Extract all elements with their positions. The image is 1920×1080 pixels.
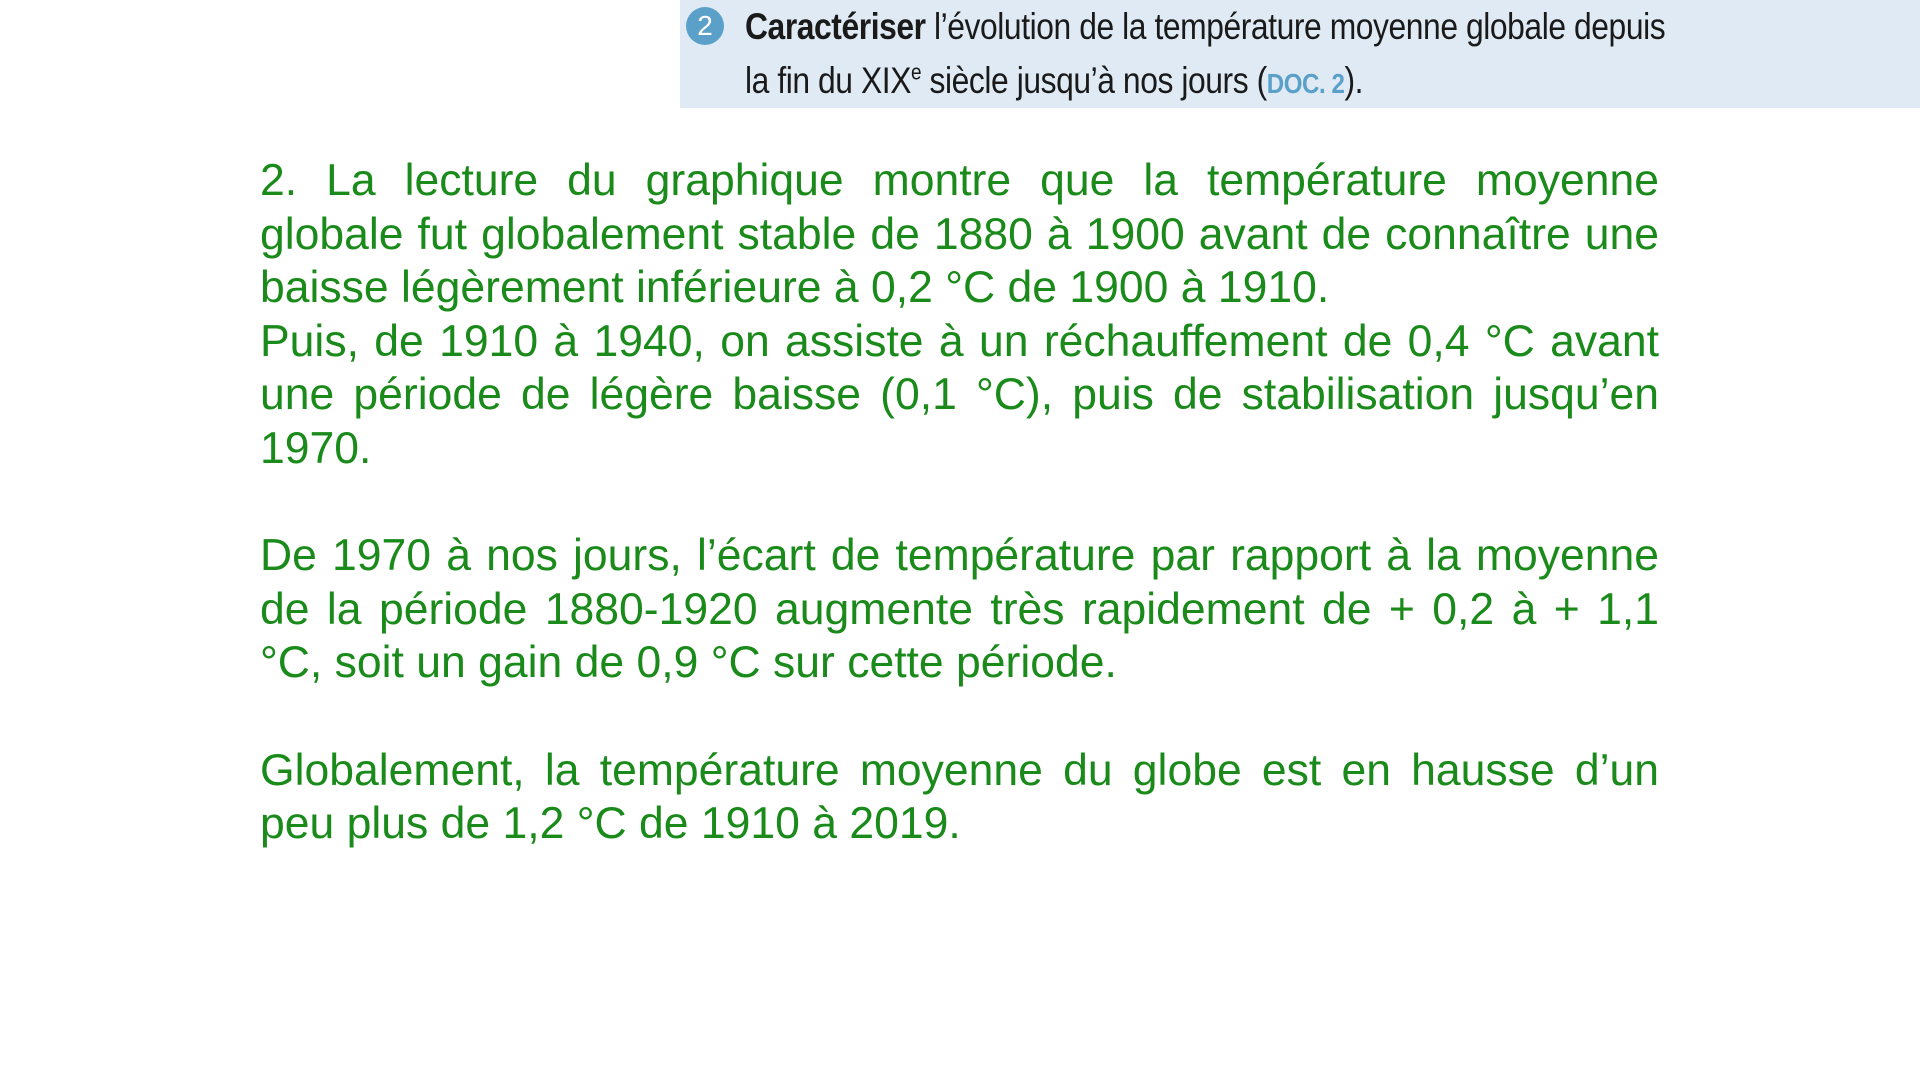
question-line2-pre: la fin du [745, 60, 861, 101]
answer-paragraph-2: Puis, de 1910 à 1940, on assiste à un ré… [260, 316, 1659, 473]
question-line-2: la fin du XIXe siècle jusqu’à nos jours … [745, 54, 1756, 111]
century-sup: e [910, 59, 922, 85]
answer-text: 2. La lecture du graphique montre que la… [260, 154, 1659, 851]
question-verb: Caractériser [745, 6, 926, 47]
question-number-badge: 2 [686, 7, 724, 45]
doc-reference: DOC. 2 [1266, 68, 1345, 99]
question-line-1: Caractériser l’évolution de la températu… [745, 0, 1756, 54]
question-text: Caractériser l’évolution de la températu… [745, 0, 1756, 111]
question-line1-text: l’évolution de la température moyenne gl… [925, 6, 1666, 47]
question-line2-mid: siècle jusqu’à nos jours ( [921, 60, 1267, 101]
question-box [680, 0, 1920, 108]
century: XIX [860, 60, 911, 101]
answer-paragraph-4: Globalement, la température moyenne du g… [260, 745, 1659, 849]
answer-paragraph-1: 2. La lecture du graphique montre que la… [260, 156, 1659, 313]
answer-paragraph-3: De 1970 à nos jours, l’écart de températ… [260, 531, 1659, 688]
question-line2-end: ). [1344, 60, 1364, 101]
